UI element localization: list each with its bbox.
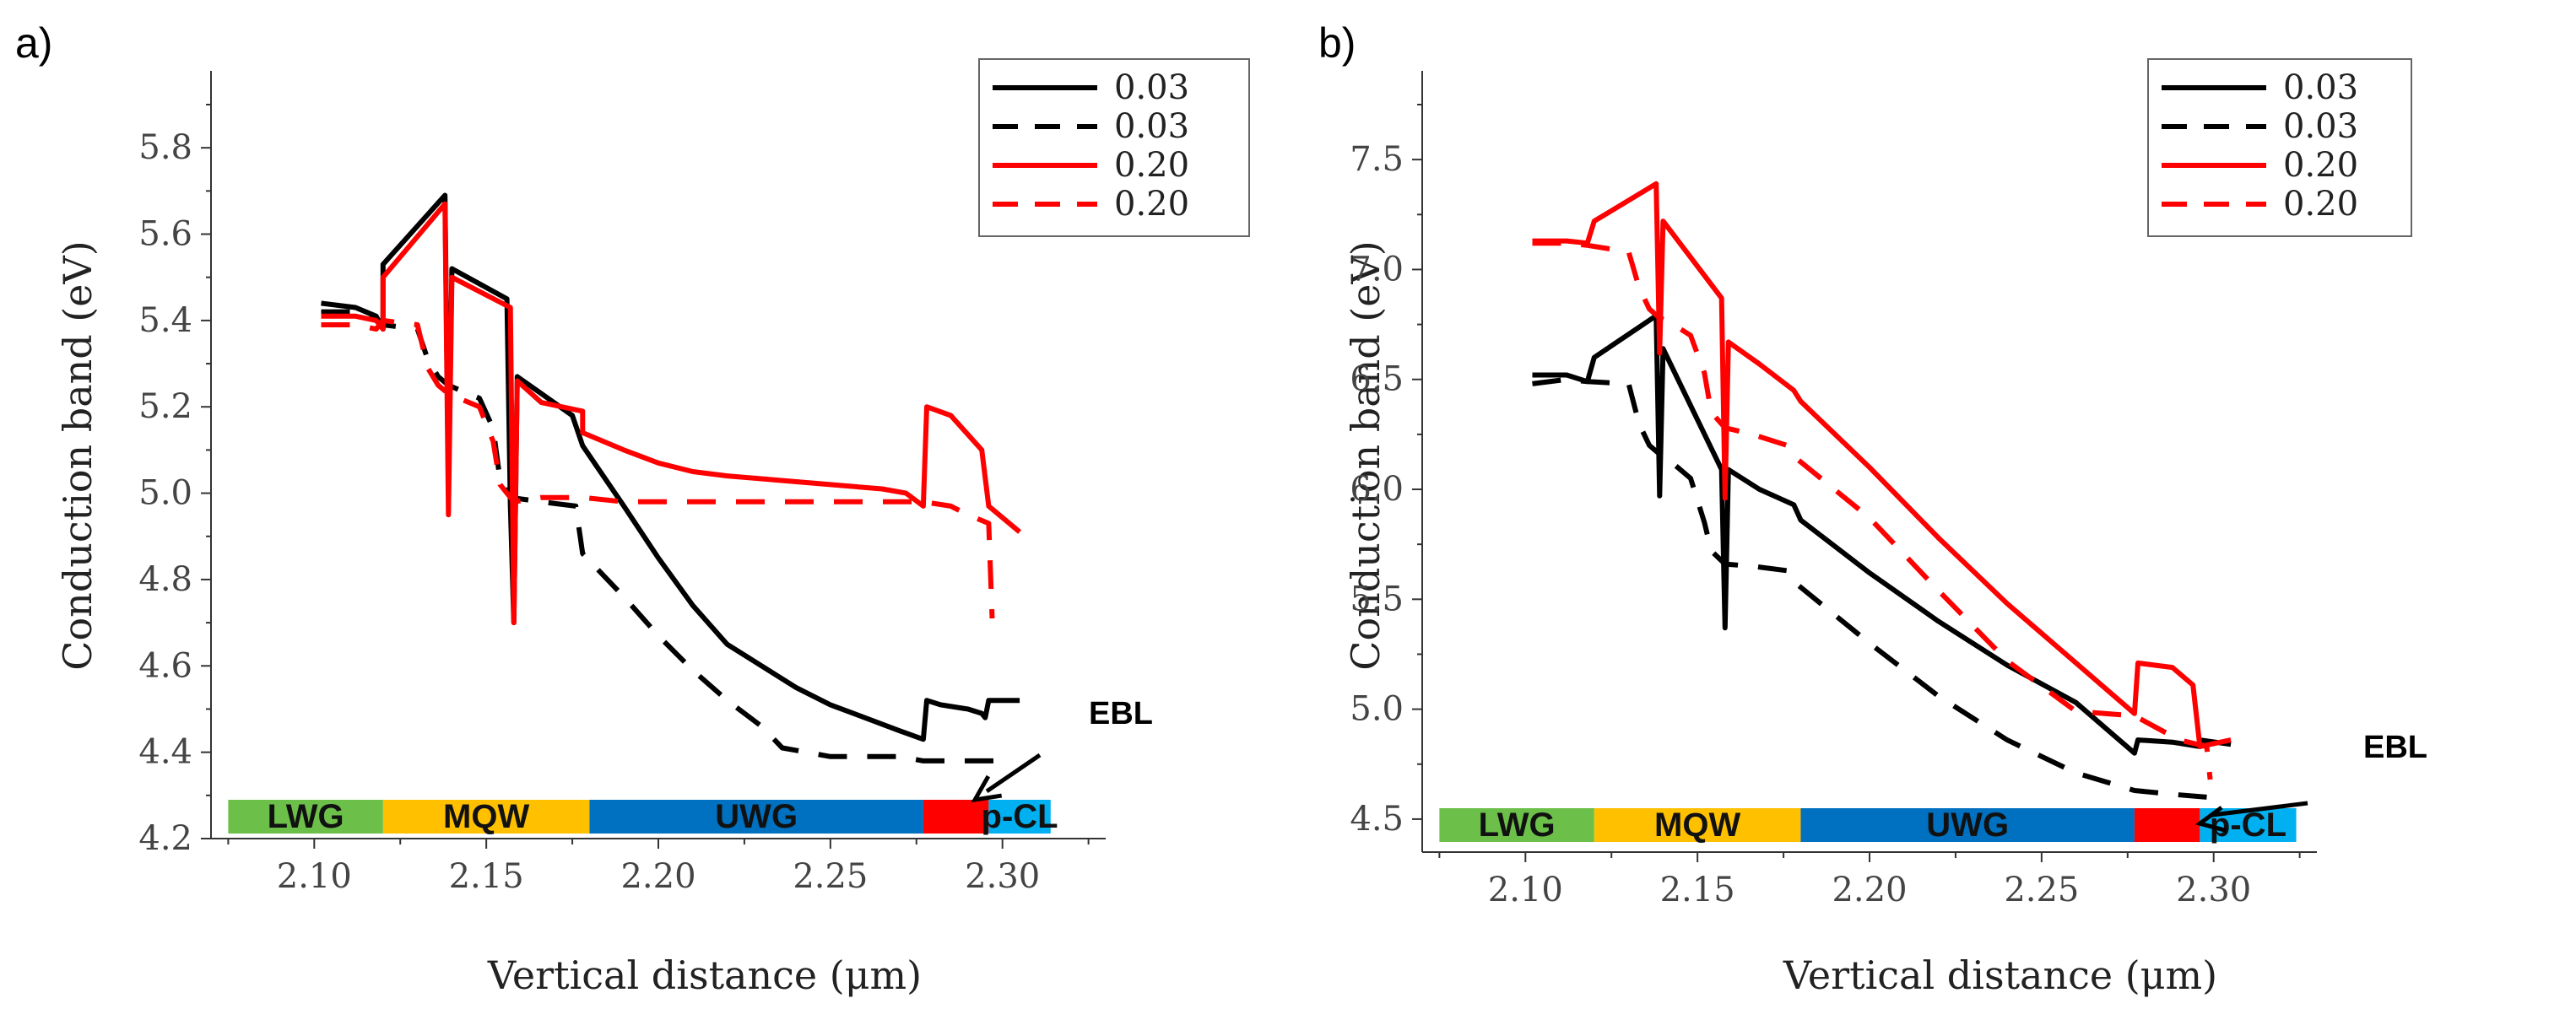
region-label: MQW bbox=[443, 798, 529, 835]
y-tick-label: 4.8 bbox=[138, 560, 192, 599]
legend-a: 0.030.030.200.20 bbox=[978, 58, 1250, 237]
y-axis-title-a: Conduction band (eV) bbox=[55, 240, 100, 670]
series-line-black-solid bbox=[321, 192, 1020, 742]
y-tick-label: 6.0 bbox=[1350, 470, 1404, 509]
y-tick-label: 5.6 bbox=[138, 215, 192, 254]
y-tick-label: 5.5 bbox=[1350, 580, 1404, 618]
axis-ticks-b: 4.5 5.0 5.5 6.0 6.5 7.0 7.5 2.10 2.15 2.20 2.25 2.3… bbox=[1350, 71, 2317, 909]
region-label: UWG bbox=[715, 798, 798, 835]
y-tick-label: 4.2 bbox=[138, 819, 192, 858]
region-lwg bbox=[1439, 808, 1594, 842]
ebl-label: EBL bbox=[1089, 696, 1153, 731]
plot-lines-a bbox=[321, 192, 1022, 763]
ebl-arrow-head bbox=[2194, 806, 2227, 833]
series-line-black-dashed bbox=[1532, 376, 2207, 800]
series-line-black-solid bbox=[1532, 313, 2232, 756]
panel-label-b: b) bbox=[1318, 19, 1356, 67]
region-p-cl bbox=[988, 800, 1051, 834]
y-axis-title-b: Conduction band (eV) bbox=[1343, 240, 1388, 670]
y-tick-label: 6.5 bbox=[1350, 360, 1404, 399]
y-tick-label: 7.5 bbox=[1350, 140, 1404, 179]
legend-label: 0.20 bbox=[2283, 146, 2358, 185]
legend-label: 0.20 bbox=[2283, 185, 2358, 224]
region-ebl bbox=[2134, 808, 2200, 842]
x-tick-label: 2.15 bbox=[1660, 871, 1735, 909]
y-tick-label: 5.2 bbox=[138, 387, 192, 426]
x-tick-label: 2.25 bbox=[2004, 871, 2079, 909]
panel-label-a: a) bbox=[15, 19, 52, 67]
legend-label: 0.03 bbox=[2283, 68, 2358, 107]
region-label: LWG bbox=[268, 798, 344, 835]
region-bar-b: LWG MQW UWG p-CL bbox=[1439, 807, 2297, 844]
y-tick-label: 5.0 bbox=[1350, 690, 1404, 729]
region-uwg bbox=[1800, 808, 2135, 842]
legend-label: 0.20 bbox=[1114, 185, 1189, 224]
x-tick-label: 2.10 bbox=[277, 857, 352, 896]
x-tick-label: 2.30 bbox=[965, 857, 1040, 896]
x-tick-label: 2.30 bbox=[2176, 871, 2251, 909]
series-line-black-dashed bbox=[321, 309, 996, 763]
region-mqw bbox=[1594, 808, 1801, 842]
region-uwg bbox=[589, 800, 923, 834]
series-line-red-dashed bbox=[321, 317, 995, 619]
region-label: MQW bbox=[1654, 807, 1740, 844]
ebl-arrow-shaft bbox=[2211, 801, 2308, 817]
chart-panel-b: b) Conduction band (eV) Vertical distanc… bbox=[1318, 19, 2427, 998]
region-ebl bbox=[923, 800, 989, 834]
series-line-red-dashed bbox=[1532, 240, 2213, 780]
ebl-arrow-shaft bbox=[985, 753, 1042, 794]
y-tick-label: 4.5 bbox=[1350, 800, 1404, 839]
y-tick-label: 7.0 bbox=[1350, 250, 1404, 289]
ebl-annotation-b: EBL bbox=[2194, 730, 2427, 833]
series-line-red-solid bbox=[321, 201, 1022, 626]
region-mqw bbox=[382, 800, 590, 834]
x-tick-label: 2.10 bbox=[1488, 871, 1563, 909]
axis-ticks-a: 4.2 4.4 4.6 4.8 5.0 5.2 5.4 5.6 5.8 2.10 2.15 2.20 2… bbox=[138, 71, 1106, 896]
region-label: UWG bbox=[1926, 807, 2009, 844]
x-axis-title-a: Vertical distance (μm) bbox=[487, 952, 922, 998]
ebl-arrow-head bbox=[971, 774, 1003, 803]
x-tick-label: 2.20 bbox=[620, 857, 695, 896]
x-axis-title-b: Vertical distance (μm) bbox=[1783, 952, 2217, 998]
region-label: LWG bbox=[1479, 807, 1556, 844]
legend-label: 0.03 bbox=[1114, 68, 1189, 107]
y-tick-label: 4.4 bbox=[138, 733, 192, 772]
region-lwg bbox=[228, 800, 383, 834]
y-tick-label: 4.6 bbox=[138, 646, 192, 685]
y-tick-label: 5.8 bbox=[138, 128, 192, 167]
chart-panel-a: a) Conduction band (eV) Vertical distanc… bbox=[15, 19, 1250, 998]
region-bar-a: LWG MQW UWG p-CL bbox=[228, 798, 1058, 835]
ebl-label: EBL bbox=[2363, 730, 2427, 765]
y-tick-label: 5.0 bbox=[138, 474, 192, 513]
region-label: p-CL bbox=[982, 798, 1058, 835]
legend-label: 0.03 bbox=[1114, 107, 1189, 146]
series-line-red-solid bbox=[1532, 181, 2232, 749]
plot-lines-b bbox=[1532, 181, 2232, 800]
ebl-annotation-a: EBL bbox=[971, 696, 1153, 803]
legend-b: 0.030.030.200.20 bbox=[2147, 58, 2412, 237]
x-tick-label: 2.25 bbox=[793, 857, 868, 896]
legend-label: 0.03 bbox=[2283, 107, 2358, 146]
x-tick-label: 2.15 bbox=[449, 857, 524, 896]
y-tick-label: 5.4 bbox=[138, 301, 192, 340]
x-tick-label: 2.20 bbox=[1832, 871, 1907, 909]
legend-label: 0.20 bbox=[1114, 146, 1189, 185]
